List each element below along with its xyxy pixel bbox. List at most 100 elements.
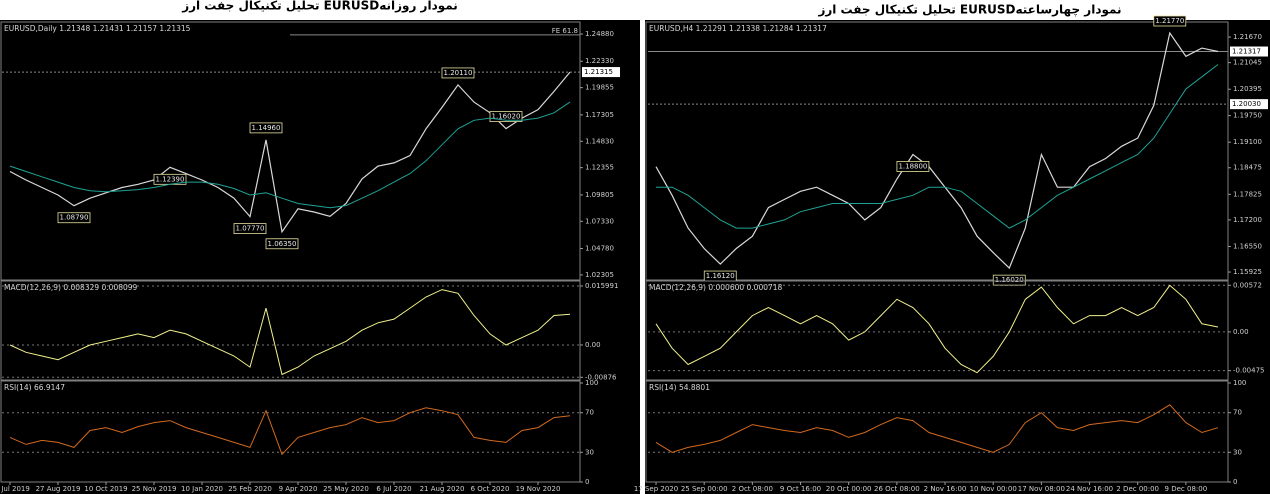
x-tick-label: 25 Sep 00:00	[681, 485, 728, 493]
value-label-box	[1153, 15, 1187, 27]
price-line-label: FE 61.8	[552, 27, 578, 35]
series-line	[9, 101, 571, 209]
value-label: 1.12390	[156, 175, 185, 183]
x-tick-label: 16 Jul 2019	[0, 485, 30, 493]
series-line	[9, 71, 571, 234]
panel-frame	[645, 21, 1229, 281]
value-label: 1.20110	[444, 69, 473, 77]
value-label: 1.16020	[995, 276, 1024, 284]
x-tick-label: 2 Nov 16:00	[924, 485, 967, 493]
x-tick-label: 17 Sep 2020	[634, 485, 678, 493]
series-line	[656, 64, 1219, 229]
y-tick-label: 1.21670	[1233, 33, 1262, 41]
series-line	[655, 284, 1219, 374]
x-tick-label: 6 Oct 2020	[471, 485, 510, 493]
price-label: 1.21315	[584, 68, 613, 76]
panel-info: MACD(12,26,9) 0.000600 0.000718	[649, 283, 783, 292]
y-tick-label: 1.21045	[1233, 59, 1262, 67]
value-label-box	[441, 67, 475, 79]
y-tick-label: 1.17200	[1233, 216, 1262, 224]
price-label-box	[1230, 99, 1268, 110]
y-tick-label: 0	[1233, 478, 1237, 486]
series-line	[655, 404, 1219, 453]
price-label-box	[582, 67, 620, 78]
y-tick-label: -0.00876	[585, 373, 617, 381]
value-label-box	[896, 161, 930, 172]
x-tick-label: 25 Feb 2020	[228, 485, 272, 493]
value-label: 1.07770	[236, 225, 265, 233]
value-label: 1.16020	[492, 113, 521, 121]
panel-info: EURUSD,H4 1.21291 1.21338 1.21284 1.2131…	[649, 24, 827, 33]
y-tick-label: 100	[1233, 379, 1246, 387]
value-label: 1.08790	[60, 214, 89, 222]
value-label-box	[249, 122, 283, 134]
x-tick-label: 27 Aug 2019	[36, 485, 81, 493]
panel-info: EURUSD,Daily 1.21348 1.21431 1.21157 1.2…	[4, 24, 191, 33]
x-tick-label: 2 Dec 00:00	[1116, 485, 1159, 493]
y-tick-label: 1.22330	[585, 57, 614, 65]
x-tick-label: 25 Nov 2019	[132, 485, 177, 493]
x-tick-label: 10 Oct 2019	[84, 485, 127, 493]
chart-background	[0, 20, 640, 494]
panel-frame	[0, 380, 581, 483]
x-tick-label: 2 Oct 08:00	[732, 485, 773, 493]
panel-frame	[0, 280, 581, 381]
value-label: 1.21770	[1155, 17, 1184, 25]
panel-frame	[0, 21, 581, 281]
y-tick-label: 0.015991	[585, 282, 618, 290]
x-tick-label: 9 Oct 16:00	[780, 485, 821, 493]
series-line	[655, 31, 1219, 270]
chart-background	[645, 20, 1270, 494]
y-tick-label: 0.00	[1233, 328, 1249, 336]
y-tick-label: 0.00572	[1233, 281, 1262, 289]
y-tick-label: 70	[1233, 409, 1242, 417]
price-label: 1.20030	[1232, 100, 1261, 108]
panel-info: RSI(14) 66.9147	[4, 383, 65, 392]
y-tick-label: 1.16550	[1233, 242, 1262, 250]
x-tick-label: 10 Jan 2020	[181, 485, 223, 493]
series-line	[9, 407, 571, 456]
value-label: 1.14960	[252, 124, 281, 132]
y-tick-label: 1.02305	[585, 271, 614, 279]
value-label: 1.16120	[706, 272, 735, 280]
price-label: 1.21317	[1232, 48, 1261, 56]
y-tick-label: 0.00	[585, 341, 601, 349]
x-tick-label: 9 Dec 08:00	[1165, 485, 1208, 493]
y-tick-label: 1.04780	[585, 245, 614, 253]
y-tick-label: 1.17825	[1233, 190, 1262, 198]
panel-info: RSI(14) 54.8801	[649, 383, 710, 392]
value-label-box	[233, 223, 267, 235]
x-tick-label: 17 Nov 08:00	[1018, 485, 1065, 493]
y-tick-label: 1.24880	[585, 30, 614, 38]
x-tick-label: 25 May 2020	[323, 485, 369, 493]
y-tick-label: 0	[585, 478, 589, 486]
y-tick-label: 1.15925	[1233, 268, 1262, 276]
chart-title: تحليل تكنيكال جفت ارز EURUSDنمودار چهارس…	[817, 3, 1121, 18]
y-tick-label: 70	[585, 409, 594, 417]
x-tick-label: 26 Oct 08:00	[874, 485, 920, 493]
x-tick-label: 10 Nov 00:00	[970, 485, 1017, 493]
panel-info: MACD(12,26,9) 0.008329 0.008099	[4, 283, 138, 292]
y-tick-label: 30	[585, 448, 594, 456]
value-label-box	[489, 111, 523, 122]
x-tick-label: 21 Aug 2020	[420, 485, 465, 493]
y-tick-label: 1.18475	[1233, 164, 1262, 172]
y-tick-label: 100	[585, 379, 598, 387]
series-line	[9, 289, 571, 376]
y-tick-label: 1.20395	[1233, 85, 1262, 93]
y-tick-label: 1.17305	[585, 111, 614, 119]
y-tick-label: 1.19100	[1233, 138, 1262, 146]
value-label: 1.06350	[268, 240, 297, 248]
y-tick-label: 1.19855	[585, 84, 614, 92]
chart-title: تحليل تكنيكال جفت ارز EURUSDنمودار روزان…	[181, 0, 458, 14]
y-tick-label: 1.09805	[585, 191, 614, 199]
y-tick-label: 1.12355	[585, 164, 614, 172]
value-label: 1.18800	[898, 162, 927, 170]
x-tick-label: 9 Apr 2020	[279, 485, 318, 493]
x-tick-label: 20 Oct 00:00	[826, 485, 872, 493]
panel-frame	[645, 280, 1229, 381]
price-label-box	[1230, 46, 1268, 57]
y-tick-label: -0.00475	[1233, 367, 1264, 375]
x-tick-label: 24 Nov 16:00	[1066, 485, 1113, 493]
panel-frame	[645, 380, 1229, 483]
